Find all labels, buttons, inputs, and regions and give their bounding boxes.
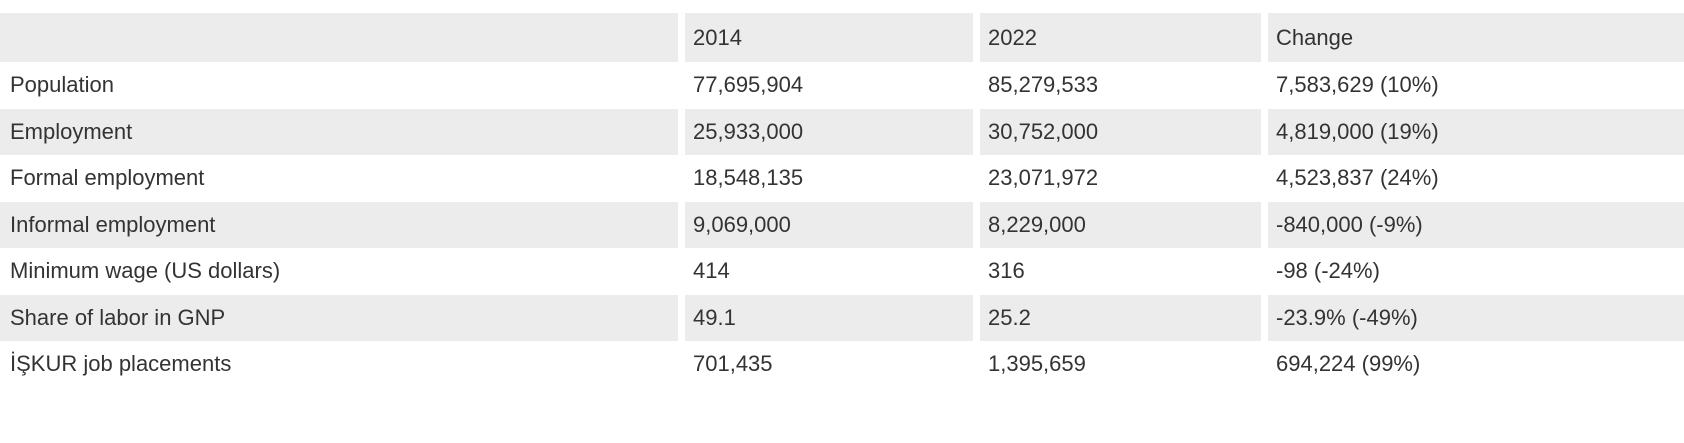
value-change: 4,819,000 (19%)	[1261, 108, 1684, 155]
row-label: İŞKUR job placements	[10, 351, 232, 377]
value-2022: 30,752,000	[973, 108, 1261, 155]
comparison-table: 2014 2022 Change Population 77,695,904 8…	[0, 13, 1684, 388]
value-change: 7,583,629 (10%)	[1261, 62, 1684, 109]
value-2014: 77,695,904	[678, 62, 973, 109]
value-change: -98 (-24%)	[1261, 248, 1684, 295]
row-label: Formal employment	[10, 165, 205, 191]
table-row: Minimum wage (US dollars) 414 316 -98 (-…	[0, 248, 1684, 295]
page: 2014 2022 Change Population 77,695,904 8…	[0, 13, 1684, 388]
table-row: Population 77,695,904 85,279,533 7,583,6…	[0, 62, 1684, 109]
table-row: İŞKUR job placements 701,435 1,395,659 6…	[0, 341, 1684, 388]
value-change: -840,000 (-9%)	[1261, 201, 1684, 248]
column-header-2022: 2022	[973, 13, 1261, 62]
value-2014: 701,435	[678, 341, 973, 388]
value-2014: 18,548,135	[678, 155, 973, 202]
value-change: -23.9% (-49%)	[1261, 294, 1684, 341]
value-2014: 49.1	[678, 294, 973, 341]
value-change: 4,523,837 (24%)	[1261, 155, 1684, 202]
table-row: Formal employment 18,548,135 23,071,972 …	[0, 155, 1684, 202]
value-2014: 25,933,000	[678, 108, 973, 155]
table-row: Share of labor in GNP 49.1 25.2 -23.9% (…	[0, 294, 1684, 341]
table-row: Informal employment 9,069,000 8,229,000 …	[0, 201, 1684, 248]
value-2022: 85,279,533	[973, 62, 1261, 109]
value-2022: 8,229,000	[973, 201, 1261, 248]
row-label: Informal employment	[0, 201, 678, 248]
column-header-change: Change	[1261, 13, 1684, 62]
value-2014: 9,069,000	[678, 201, 973, 248]
row-label: Share of labor in GNP	[0, 294, 678, 341]
column-header-metric	[0, 13, 678, 62]
table-header-row: 2014 2022 Change	[0, 13, 1684, 62]
column-header-2014: 2014	[678, 13, 973, 62]
row-label: Population	[10, 72, 114, 98]
value-2022: 316	[973, 248, 1261, 295]
value-2014: 414	[678, 248, 973, 295]
value-change: 694,224 (99%)	[1261, 341, 1684, 388]
row-label: Minimum wage (US dollars)	[10, 258, 281, 284]
value-2022: 1,395,659	[973, 341, 1261, 388]
row-label: Employment	[0, 108, 678, 155]
table-row: Employment 25,933,000 30,752,000 4,819,0…	[0, 108, 1684, 155]
value-2022: 25.2	[973, 294, 1261, 341]
value-2022: 23,071,972	[973, 155, 1261, 202]
